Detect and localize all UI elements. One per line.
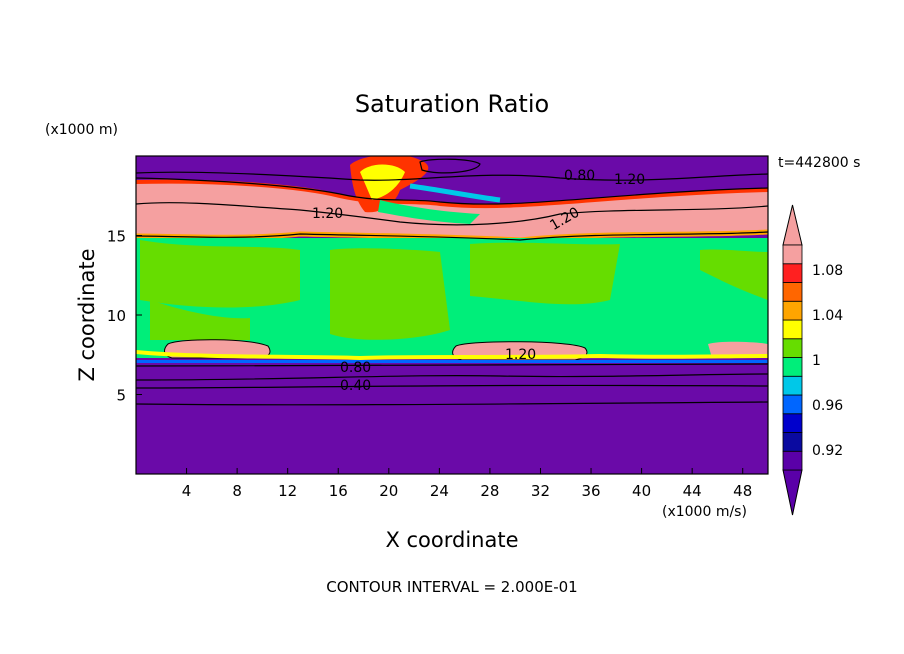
time-label: t=442800 s bbox=[778, 155, 860, 171]
x-tick-label: 32 bbox=[531, 482, 550, 500]
y-tick-label: 10 bbox=[107, 307, 126, 325]
x-tick-label: 24 bbox=[430, 482, 449, 500]
colorbar-swatch bbox=[782, 300, 803, 321]
colorbar-swatch bbox=[782, 244, 803, 265]
colorbar-label: 0.96 bbox=[812, 398, 843, 414]
middle-lime-streak bbox=[700, 249, 768, 300]
lower-band bbox=[136, 363, 768, 474]
y-tick-label: 15 bbox=[107, 228, 126, 246]
contour-label: 1.20 bbox=[614, 172, 645, 188]
upper-pink-layer bbox=[136, 181, 768, 240]
colorbar-swatch bbox=[782, 413, 803, 433]
plume-yellow bbox=[360, 164, 405, 200]
contour-line bbox=[136, 401, 768, 406]
colorbar-high-arrow bbox=[782, 204, 803, 246]
y-axis-title: Z coordinate bbox=[75, 248, 99, 381]
contour-label: 0.80 bbox=[564, 168, 595, 184]
colorbar-swatch bbox=[782, 357, 803, 377]
middle-lime-streak bbox=[330, 248, 450, 340]
upper-band bbox=[136, 156, 768, 184]
colorbar-low-arrow bbox=[782, 469, 803, 516]
colorbar-swatch bbox=[782, 375, 803, 396]
x-tick-label: 4 bbox=[182, 482, 192, 500]
x-axis-title: X coordinate bbox=[385, 528, 518, 552]
colorbar-label: 0.92 bbox=[812, 443, 843, 459]
middle-lime-streak bbox=[140, 240, 300, 308]
upper-red-edge bbox=[136, 179, 768, 209]
x-tick-label: 12 bbox=[278, 482, 297, 500]
colorbar-swatch bbox=[782, 263, 803, 283]
plume-cyan bbox=[409, 183, 501, 203]
colorbar-label: 1 bbox=[812, 353, 821, 369]
contour-labels: 0.80 1.20 1.20 1.20 1.20 0.80 0.40 bbox=[312, 168, 645, 394]
contour-line bbox=[136, 231, 768, 241]
moist-layer-base bbox=[136, 360, 768, 363]
x-tick-label: 8 bbox=[232, 482, 242, 500]
plume-green bbox=[378, 200, 480, 224]
colorbar-swatch bbox=[782, 450, 803, 471]
x-tick-label: 20 bbox=[379, 482, 398, 500]
contour-label: 0.80 bbox=[340, 360, 371, 376]
x-tick-label: 36 bbox=[581, 482, 600, 500]
colorbar-label: 1.04 bbox=[812, 308, 843, 324]
contour-line bbox=[136, 177, 768, 205]
middle-lime-streak bbox=[150, 300, 250, 340]
contour-interval-note: CONTOUR INTERVAL = 2.000E-01 bbox=[326, 578, 577, 596]
colorbar: 0.92 0.96 1 1.04 1.08 bbox=[782, 204, 843, 516]
x-tick-label: 28 bbox=[480, 482, 499, 500]
colorbar-swatch bbox=[782, 338, 803, 358]
colorbar-swatch bbox=[782, 319, 803, 340]
contour-label: 0.40 bbox=[340, 378, 371, 394]
contour-label: 1.20 bbox=[505, 347, 536, 363]
x-tick-label: 44 bbox=[683, 482, 702, 500]
colorbar-swatch bbox=[782, 282, 803, 302]
x-unit-label: (x1000 m/s) bbox=[662, 504, 747, 520]
lower-pink-lens bbox=[708, 341, 768, 358]
x-axis: 4 8 12 16 20 24 28 32 36 40 44 48 bbox=[182, 468, 752, 500]
chart-title: Saturation Ratio bbox=[355, 90, 549, 118]
contour-line bbox=[136, 171, 768, 181]
lower-yellow-rim bbox=[136, 350, 768, 361]
middle-lime-streak bbox=[470, 242, 620, 305]
y-tick-label: 5 bbox=[116, 387, 126, 405]
contour-lines bbox=[136, 158, 768, 406]
contour-line bbox=[136, 384, 768, 389]
contour-line bbox=[136, 202, 768, 226]
x-tick-label: 16 bbox=[329, 482, 348, 500]
x-tick-label: 40 bbox=[632, 482, 651, 500]
colorbar-swatch bbox=[782, 394, 803, 415]
contour-line bbox=[419, 158, 481, 174]
y-unit-label: (x1000 m) bbox=[45, 122, 118, 138]
contour-line bbox=[136, 373, 768, 381]
colorbar-label: 1.08 bbox=[812, 263, 843, 279]
x-tick-label: 48 bbox=[733, 482, 752, 500]
contour-label: 1.20 bbox=[312, 206, 343, 222]
colorbar-swatch bbox=[782, 432, 803, 452]
saturation-field bbox=[136, 156, 768, 474]
y-axis: 5 10 15 bbox=[107, 228, 142, 405]
contour-line bbox=[136, 363, 768, 367]
